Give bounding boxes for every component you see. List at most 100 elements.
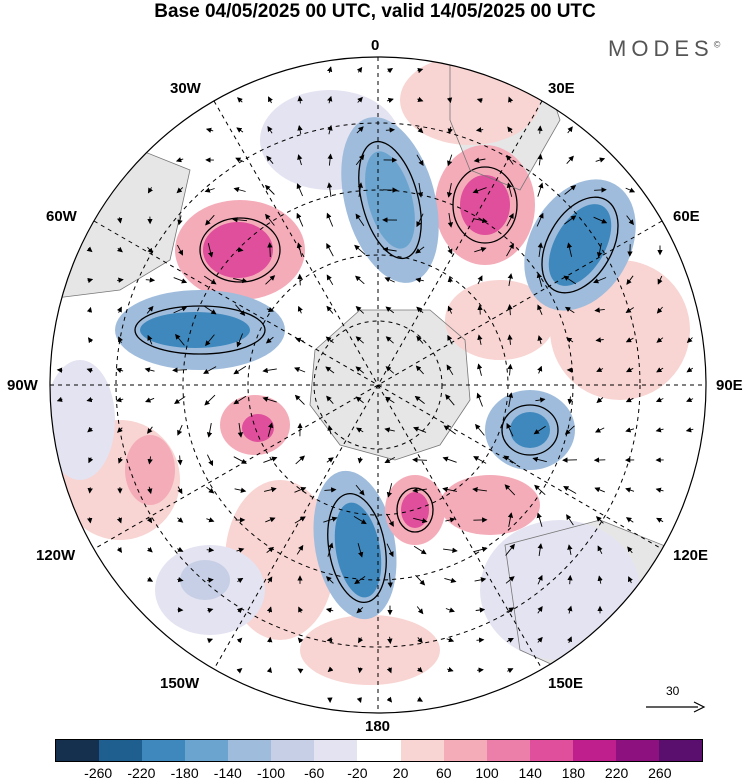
wind-vector: [537, 543, 543, 557]
wind-vector: [116, 367, 124, 373]
wind-vector: [537, 153, 543, 166]
positive-anomaly: [440, 475, 540, 535]
wind-vector: [147, 246, 154, 254]
wind-vector: [87, 426, 94, 433]
wind-vector: [326, 395, 334, 404]
wind-vector: [325, 607, 334, 613]
wind-vector: [415, 365, 424, 375]
wind-vector: [297, 273, 303, 286]
wind-vector: [236, 333, 244, 348]
wind-vector: [327, 542, 334, 557]
wind-vector: [294, 516, 306, 524]
wind-vector: [655, 427, 664, 433]
wind-vector: [267, 242, 273, 258]
wind-vector: [416, 696, 423, 702]
wind-vector: [203, 275, 217, 285]
wind-vector: [537, 125, 543, 134]
colorbar-segment: [357, 740, 401, 761]
wind-vector: [503, 455, 517, 465]
wind-vector: [655, 487, 664, 493]
wind-vector: [537, 182, 544, 197]
wind-vector: [236, 127, 244, 133]
wind-vector: [297, 668, 304, 674]
wind-vector: [387, 636, 393, 645]
wind-vector: [174, 396, 186, 405]
positive-anomaly-core: [242, 414, 274, 442]
lon-label-150e: 150E: [548, 675, 584, 692]
wind-vector: [476, 667, 484, 673]
wind-vector: [353, 516, 367, 525]
wind-vector: [265, 275, 276, 285]
wind-vector: [88, 457, 94, 464]
wind-vector: [177, 215, 183, 226]
wind-vector: [443, 425, 456, 435]
wind-vector: [355, 213, 365, 227]
colorbar-tick-label: 20: [392, 765, 409, 781]
wind-vector: [267, 422, 274, 437]
wind-vector: [412, 457, 428, 463]
wind-vector: [537, 242, 544, 257]
wind-vector: [263, 456, 278, 463]
wind-vector: [504, 484, 516, 496]
wind-vector: [507, 668, 514, 674]
wind-vector: [537, 365, 543, 374]
wind-vector: [416, 606, 424, 615]
wind-vector: [477, 275, 483, 285]
wind-vector: [177, 244, 184, 256]
wind-vector: [264, 184, 275, 195]
wind-vector: [447, 334, 453, 345]
wind-vector: [625, 517, 634, 523]
wind-vector: [266, 606, 273, 613]
wind-vectors: [56, 66, 694, 704]
wind-vector: [625, 337, 634, 343]
wind-vector: [477, 334, 483, 345]
wind-vector: [267, 636, 273, 643]
lon-label-120w: 120W: [36, 547, 76, 564]
wind-vector: [236, 637, 243, 644]
wind-vector: [386, 696, 393, 703]
wind-vector: [86, 246, 93, 253]
wind-vector: [472, 187, 487, 194]
wind-vector: [355, 396, 364, 404]
map-disk: [50, 57, 706, 713]
wind-vector: [206, 454, 214, 467]
wind-vector: [385, 336, 394, 344]
wind-vector: [147, 334, 153, 345]
wind-vector: [86, 306, 93, 313]
wind-vector: [537, 304, 543, 315]
colorbar-tick-label: -140: [213, 765, 242, 781]
wind-vector: [355, 154, 365, 166]
wind-vector: [297, 305, 303, 314]
wind-vector: [507, 392, 514, 407]
wind-vector: [173, 306, 188, 314]
wind-vector: [564, 425, 575, 435]
wind-vector: [385, 306, 395, 314]
wind-vector: [205, 127, 214, 133]
colorbar-tick-label: 180: [561, 765, 586, 781]
wind-vector: [207, 243, 214, 258]
wind-vector: [266, 307, 274, 313]
wind-vector: [206, 423, 213, 438]
wind-vector: [447, 126, 453, 135]
wind-vector: [86, 367, 93, 374]
colorbar-segment: [529, 740, 573, 761]
wind-vector: [596, 243, 603, 258]
wind-vector: [445, 517, 456, 523]
colorbar-tick-label: 100: [475, 765, 499, 781]
wind-vector: [207, 638, 214, 644]
wind-vector: [146, 546, 153, 553]
wind-vector: [507, 126, 513, 134]
wind-vector: [295, 455, 305, 465]
negative-anomaly-core: [365, 151, 415, 249]
wind-vector: [506, 182, 513, 197]
colorbar-tick-label: 260: [648, 765, 672, 781]
wind-vector: [476, 637, 485, 643]
wind-vector: [413, 517, 428, 524]
lon-label-60w: 60W: [46, 208, 77, 225]
wind-vector: [387, 68, 394, 74]
colorbar-tick-label: -260: [84, 765, 113, 781]
wind-vector: [593, 277, 607, 284]
wind-vector: [417, 183, 424, 198]
wind-vector: [266, 155, 274, 164]
wind-vector: [325, 576, 334, 584]
